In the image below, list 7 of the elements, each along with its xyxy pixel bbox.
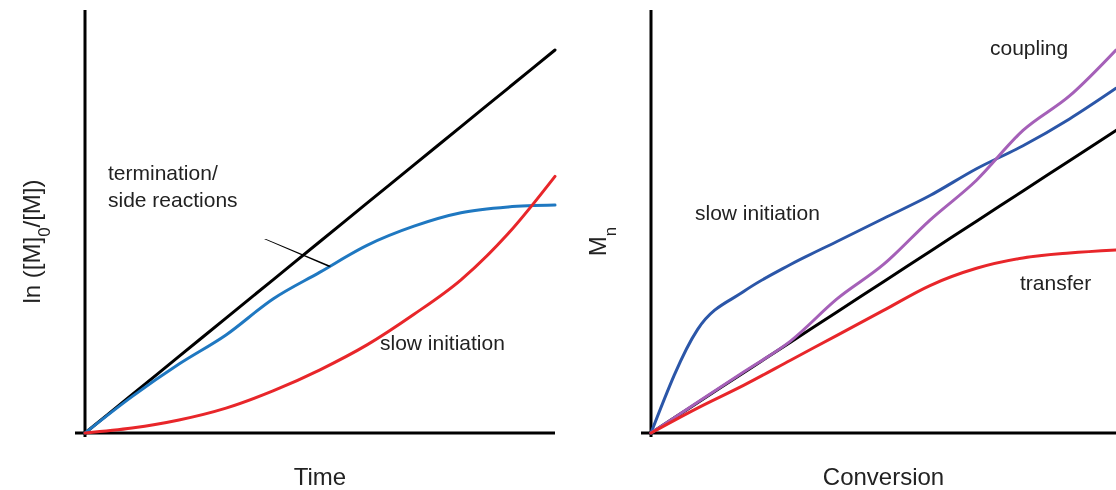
series-label: slow initiation <box>380 331 505 354</box>
annotation: termination/ side reactions <box>108 161 238 211</box>
series-label: transfer <box>1020 271 1092 294</box>
series-label: coupling <box>990 36 1069 59</box>
x-axis-title: Conversion <box>822 463 945 490</box>
series-label: slow initiation <box>695 201 820 224</box>
x-axis-title: Time <box>293 463 347 490</box>
